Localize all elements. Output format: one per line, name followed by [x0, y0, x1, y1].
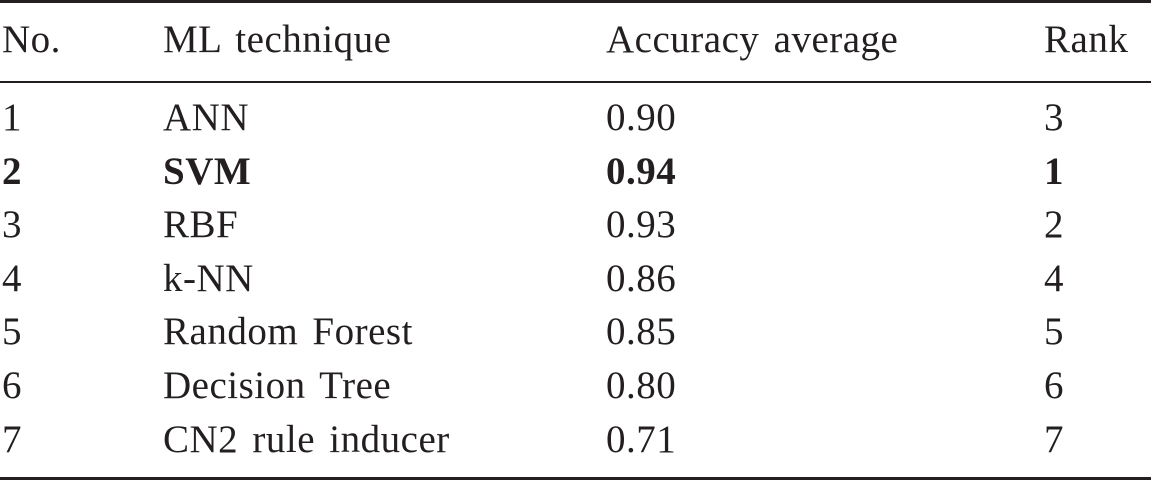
top-rule [0, 0, 1151, 3]
table-cell: ML technique [163, 18, 392, 61]
table-cell: Random Forest [163, 310, 413, 354]
table-cell: Decision Tree [163, 364, 392, 407]
table-cell: 6 [1044, 364, 1064, 407]
table-cell: 5 [1044, 310, 1064, 354]
table-cell: 0.90 [606, 96, 677, 139]
table-cell: Accuracy average [606, 18, 899, 61]
table-cell: SVM [163, 149, 252, 193]
header-rule [0, 81, 1151, 83]
table-cell: 7 [2, 417, 22, 461]
bottom-rule [0, 477, 1151, 480]
table-cell: 3 [1044, 96, 1064, 139]
table-cell: 1 [1044, 149, 1064, 193]
table-cell: 0.86 [606, 256, 677, 300]
table-cell: 0.94 [606, 149, 677, 193]
table-cell: 2 [2, 149, 22, 193]
table-cell: 4 [2, 256, 22, 300]
table-cell: 0.71 [606, 417, 677, 461]
table-cell: 2 [1044, 203, 1064, 247]
table-cell: 0.80 [606, 364, 677, 407]
table-cell: No. [2, 18, 61, 61]
table-cell: RBF [163, 203, 239, 247]
table-cell: 0.85 [606, 310, 677, 354]
table-cell: 4 [1044, 256, 1064, 300]
table-cell: 3 [2, 203, 22, 247]
table-cell: 5 [2, 310, 22, 354]
table-cell: 0.93 [606, 203, 677, 247]
table-cell: CN2 rule inducer [163, 417, 450, 461]
table-cell: 1 [2, 96, 22, 139]
table-cell: 7 [1044, 417, 1064, 461]
table-cell: ANN [163, 96, 249, 139]
table-cell: 6 [2, 364, 22, 407]
table-cell: k-NN [163, 256, 254, 300]
table-cell: Rank [1044, 18, 1129, 61]
